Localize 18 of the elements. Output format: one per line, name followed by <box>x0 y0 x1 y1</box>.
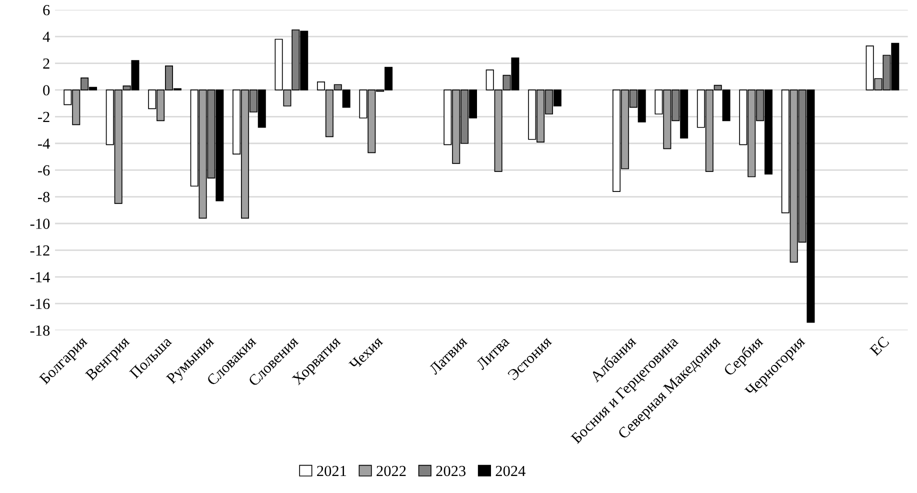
legend-label: 2024 <box>496 466 526 476</box>
y-tick-label: 2 <box>43 58 50 69</box>
y-tick-label: -12 <box>30 245 50 256</box>
legend-label: 2021 <box>317 466 346 476</box>
y-tick-label: -8 <box>38 192 50 202</box>
y-tick-label: -6 <box>38 165 50 176</box>
y-tick-label: -16 <box>30 298 50 310</box>
y-tick-label: -14 <box>30 272 50 282</box>
y-tick-label: 4 <box>42 32 50 42</box>
y-tick-label: 0 <box>43 85 50 96</box>
legend-label: 2022 <box>376 466 406 476</box>
y-tick-label: -4 <box>38 138 50 149</box>
y-tick-label: 6 <box>43 5 50 16</box>
y-tick-label: -2 <box>38 112 50 122</box>
x-tick-label: ЕС <box>869 336 890 356</box>
legend-label: 2023 <box>436 466 466 476</box>
y-tick-label: -10 <box>30 218 50 229</box>
y-tick-label: -18 <box>30 325 50 336</box>
